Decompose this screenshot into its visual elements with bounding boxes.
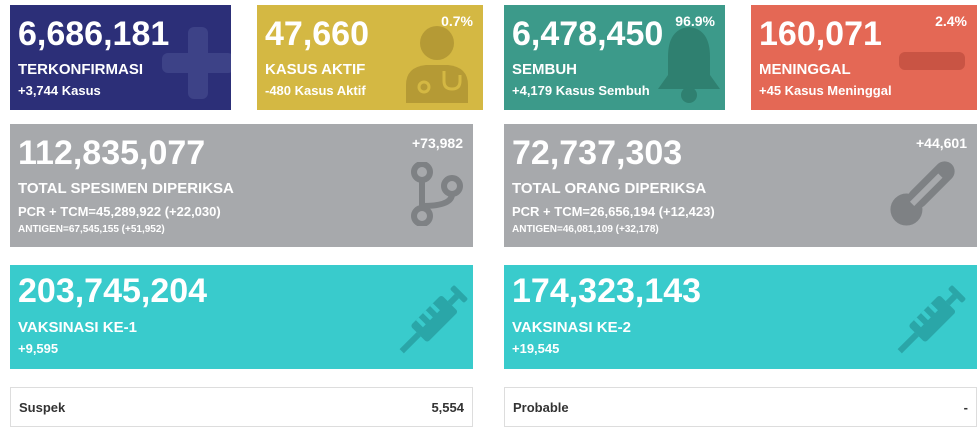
recovered-card: 6,478,450 SEMBUH +4,179 Kasus Sembuh 96.… [504, 5, 725, 110]
confirmed-value: 6,686,181 [18, 15, 170, 53]
active-sub: -480 Kasus Aktif [265, 83, 366, 98]
syringe-icon [897, 285, 966, 354]
confirmed-card: 6,686,181 TERKONFIRMASI +3,744 Kasus [10, 5, 231, 110]
active-label: KASUS AKTIF [265, 61, 366, 78]
people-label: TOTAL ORANG DIPERIKSA [512, 180, 707, 197]
probable-row: Probable - [504, 387, 977, 427]
recovered-label: SEMBUH [512, 61, 578, 78]
recovered-percent: 96.9% [675, 13, 715, 29]
active-card: 47,660 KASUS AKTIF -480 Kasus Aktif 0.7% [257, 5, 483, 110]
specimens-label: TOTAL SPESIMEN DIPERIKSA [18, 180, 234, 197]
specimens-pcr: PCR + TCM=45,289,922 (+22,030) [18, 204, 221, 219]
deaths-percent: 2.4% [935, 13, 967, 29]
specimens-delta: +73,982 [412, 135, 463, 151]
bell-icon [658, 27, 720, 103]
plus-icon [162, 27, 231, 99]
vaccine1-label: VAKSINASI KE-1 [18, 319, 137, 336]
recovered-sub: +4,179 Kasus Sembuh [512, 83, 650, 98]
vaccine1-sub: +9,595 [18, 341, 59, 356]
deaths-card: 160,071 MENINGGAL +45 Kasus Meninggal 2.… [751, 5, 977, 110]
active-percent: 0.7% [441, 13, 473, 29]
suspect-value: 5,554 [431, 400, 464, 415]
syringe-icon [399, 285, 468, 354]
people-delta: +44,601 [916, 135, 967, 151]
specimens-card: 112,835,077 TOTAL SPESIMEN DIPERIKSA PCR… [10, 124, 473, 247]
vaccine2-value: 174,323,143 [512, 272, 702, 310]
confirmed-label: TERKONFIRMASI [18, 61, 143, 78]
active-value: 47,660 [265, 15, 369, 53]
people-card: 72,737,303 TOTAL ORANG DIPERIKSA PCR + T… [504, 124, 977, 247]
suspect-label: Suspek [19, 400, 66, 415]
vaccine2-card: 174,323,143 VAKSINASI KE-2 +19,545 [504, 265, 977, 369]
recovered-value: 6,478,450 [512, 15, 664, 53]
branch-icon [411, 162, 463, 226]
people-antigen: ANTIGEN=46,081,109 (+32,178) [512, 224, 659, 235]
specimens-value: 112,835,077 [18, 134, 206, 172]
confirmed-sub: +3,744 Kasus [18, 83, 101, 98]
vaccine2-label: VAKSINASI KE-2 [512, 319, 631, 336]
vaccine2-sub: +19,545 [512, 341, 560, 356]
thermometer-icon [890, 161, 955, 226]
minus-icon [899, 52, 965, 70]
vaccine1-value: 203,745,204 [18, 272, 208, 310]
probable-value: - [963, 400, 968, 415]
probable-label: Probable [513, 400, 569, 415]
specimens-antigen: ANTIGEN=67,545,155 (+51,952) [18, 224, 165, 235]
people-pcr: PCR + TCM=26,656,194 (+12,423) [512, 204, 715, 219]
deaths-value: 160,071 [759, 15, 882, 53]
deaths-label: MENINGGAL [759, 61, 851, 78]
deaths-sub: +45 Kasus Meninggal [759, 83, 892, 98]
doctor-icon [406, 26, 468, 103]
people-value: 72,737,303 [512, 134, 683, 172]
vaccine1-card: 203,745,204 VAKSINASI KE-1 +9,595 [10, 265, 473, 369]
suspect-row: Suspek 5,554 [10, 387, 473, 427]
